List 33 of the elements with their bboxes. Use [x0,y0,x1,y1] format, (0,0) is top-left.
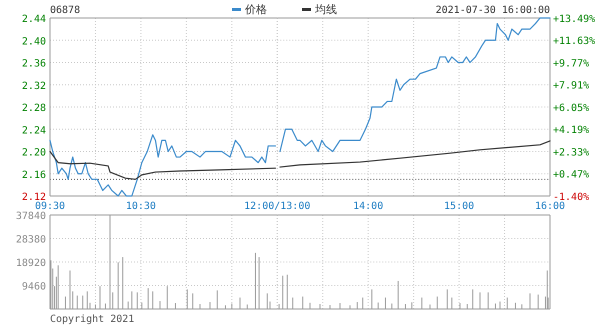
text: +11.63% [553,36,596,48]
y-tick-label: 2.36 [22,58,46,70]
y-tick-label: 18920 [16,258,46,269]
y-tick-label: 2.16 [22,170,46,181]
chart-subtitle: 2021-07-30 16:00:00 [436,5,550,16]
chart-title: 06878 [50,5,80,16]
y-tick-label: 37840 [16,211,46,222]
text: Copyright 2021 [50,314,134,325]
y-tick-label: 2.44 [22,14,46,25]
y-tick-label: 2.12 [22,192,46,203]
text: +9.77% [553,58,590,70]
x-tick-label: 15:00 [444,201,474,212]
text: +0.47% [553,170,590,181]
x-tick-label: 10:30 [126,201,156,212]
y-tick-label: 2.28 [22,103,46,114]
legend-label: 均线 [314,3,337,16]
x-tick-label: 14:00 [353,201,384,212]
text: +7.91% [553,80,590,92]
x-tick-label: 12:00/13:00 [244,201,310,212]
y-tick-label: 2.40 [22,36,46,48]
legend-label: 价格 [244,3,267,16]
text: +2.33% [553,147,590,158]
x-tick-label: 09:30 [34,201,66,212]
x-tick-label: 16:00 [534,201,566,212]
y-tick-label: 2.24 [22,125,46,136]
text: -1.40% [553,192,590,203]
text: +4.19% [553,125,590,136]
y-tick-label: 2.32 [22,80,46,92]
text: +6.05% [553,102,590,114]
y-tick-label: 28380 [16,234,46,246]
text: +13.49% [553,14,596,25]
y-tick-label: 9460 [22,282,46,292]
y-tick-label: 2.20 [22,148,46,158]
